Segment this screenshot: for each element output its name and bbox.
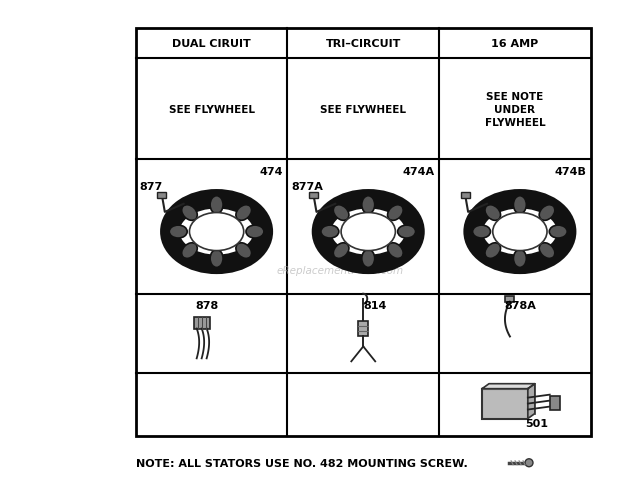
Ellipse shape	[472, 225, 490, 239]
Ellipse shape	[246, 225, 264, 239]
Ellipse shape	[397, 225, 415, 239]
Ellipse shape	[361, 250, 374, 268]
Bar	[505, 296, 515, 302]
Ellipse shape	[341, 213, 396, 251]
Ellipse shape	[182, 205, 197, 221]
Bar	[309, 192, 318, 198]
Ellipse shape	[334, 244, 349, 259]
Ellipse shape	[549, 225, 567, 239]
Polygon shape	[482, 384, 535, 389]
Bar	[489, 384, 535, 414]
Ellipse shape	[361, 196, 374, 214]
Ellipse shape	[236, 205, 252, 221]
Ellipse shape	[388, 205, 403, 221]
Text: 878A: 878A	[504, 300, 536, 310]
Bar	[550, 396, 560, 410]
Ellipse shape	[341, 213, 396, 251]
Ellipse shape	[485, 244, 500, 259]
Ellipse shape	[321, 225, 339, 239]
Text: 877: 877	[140, 182, 163, 192]
Ellipse shape	[334, 205, 349, 221]
Text: NOTE: ALL STATORS USE NO. 482 MOUNTING SCREW.: NOTE: ALL STATORS USE NO. 482 MOUNTING S…	[136, 458, 467, 468]
Ellipse shape	[493, 213, 547, 251]
Text: eReplacementParts.com: eReplacementParts.com	[277, 265, 404, 275]
Text: 474: 474	[260, 167, 283, 177]
Text: 877A: 877A	[291, 182, 323, 192]
Polygon shape	[528, 384, 535, 419]
Ellipse shape	[236, 244, 252, 259]
Text: 878: 878	[195, 300, 218, 310]
Ellipse shape	[525, 459, 533, 467]
Ellipse shape	[493, 213, 547, 251]
Ellipse shape	[190, 213, 244, 251]
Ellipse shape	[190, 213, 244, 251]
Ellipse shape	[169, 225, 187, 239]
Ellipse shape	[210, 250, 223, 268]
Text: 16 AMP: 16 AMP	[491, 39, 539, 49]
Bar	[482, 389, 528, 419]
Text: SEE NOTE
UNDER
FLYWHEEL: SEE NOTE UNDER FLYWHEEL	[485, 91, 545, 128]
Ellipse shape	[539, 205, 555, 221]
Ellipse shape	[182, 244, 197, 259]
Bar	[136, 29, 591, 436]
Text: DUAL CIRUIT: DUAL CIRUIT	[172, 39, 251, 49]
Ellipse shape	[539, 244, 555, 259]
Ellipse shape	[485, 205, 500, 221]
Bar	[157, 192, 166, 198]
Text: SEE FLYWHEEL: SEE FLYWHEEL	[321, 104, 406, 115]
Ellipse shape	[513, 250, 526, 268]
Text: SEE FLYWHEEL: SEE FLYWHEEL	[169, 104, 255, 115]
Text: 501: 501	[525, 418, 548, 428]
Ellipse shape	[388, 244, 403, 259]
Text: 474B: 474B	[555, 167, 587, 177]
Bar	[358, 321, 368, 337]
Text: TRI–CIRCUIT: TRI–CIRCUIT	[326, 39, 401, 49]
Ellipse shape	[210, 196, 223, 214]
Bar	[461, 192, 469, 198]
Bar	[193, 317, 210, 329]
Ellipse shape	[513, 196, 526, 214]
Text: 814: 814	[363, 300, 387, 310]
Text: 474A: 474A	[403, 167, 435, 177]
